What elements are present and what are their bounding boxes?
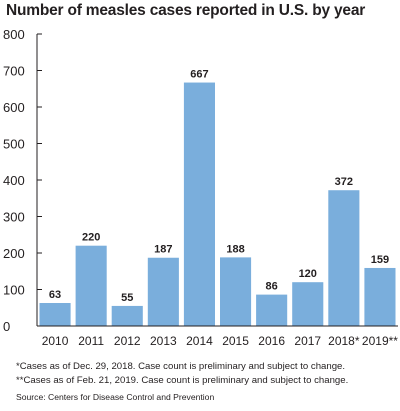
data-label-2012: 55	[121, 292, 133, 304]
x-tick-label: 2013	[150, 334, 177, 348]
x-tick-label: 2015	[222, 334, 249, 348]
y-tick-label: 0	[3, 319, 10, 334]
y-tick-label: 200	[3, 246, 25, 261]
y-tick-label: 400	[3, 173, 25, 188]
data-label-2018*: 372	[335, 176, 353, 188]
y-tick-label: 100	[3, 283, 25, 298]
bar-2019**	[364, 267, 396, 326]
bar-2016	[256, 294, 288, 326]
bar-2014	[183, 82, 215, 326]
source-credit: Source: Centers for Disease Control and …	[16, 392, 215, 402]
y-tick-label: 300	[3, 210, 25, 225]
bar-2017	[292, 282, 324, 326]
data-label-2019**: 159	[371, 254, 389, 266]
y-tick-label: 600	[3, 100, 25, 115]
footnote-2018: *Cases as of Dec. 29, 2018. Case count i…	[16, 361, 346, 372]
data-label-2015: 188	[226, 243, 244, 255]
x-tick-label: 2011	[78, 334, 104, 348]
x-tick-label: 2019**	[362, 334, 398, 348]
bar-2013	[147, 257, 179, 326]
data-label-2017: 120	[299, 268, 317, 280]
x-tick-label: 2018*	[328, 334, 360, 348]
y-tick-label: 700	[3, 64, 25, 79]
x-tick-label: 2017	[294, 334, 321, 348]
bar-chart: 0 100 200 300 400 500 600 700 800 63 220 55 187 667 1…	[3, 27, 398, 348]
y-tick-label: 800	[3, 27, 25, 42]
x-axis: 2010 2011 2012 2013 2014 2015 2016 2017 2018* 201…	[37, 325, 398, 348]
data-label-2010: 63	[49, 289, 61, 301]
data-label-2013: 187	[154, 244, 172, 256]
bar-2010	[39, 303, 71, 326]
data-label-2014: 667	[190, 69, 208, 81]
y-axis: 0 100 200 300 400 500 600 700 800	[3, 27, 42, 334]
bar-2018*	[328, 190, 360, 326]
y-tick-label: 500	[3, 137, 25, 152]
footnotes: *Cases as of Dec. 29, 2018. Case count i…	[16, 360, 348, 388]
x-tick-label: 2010	[42, 334, 69, 348]
bar-2012	[111, 305, 143, 326]
bar-2015	[220, 257, 252, 326]
x-tick-label: 2014	[186, 334, 213, 348]
bar-2011	[75, 245, 107, 326]
bars: 63 220 55 187 667 188 86 120 372 159	[39, 69, 396, 326]
data-label-2016: 86	[266, 281, 278, 293]
data-label-2011: 220	[82, 232, 100, 244]
x-tick-label: 2016	[258, 334, 285, 348]
chart-title: Number of measles cases reported in U.S.…	[6, 2, 366, 19]
x-tick-label: 2012	[114, 334, 141, 348]
footnote-2019: **Cases as of Feb. 21, 2019. Case count …	[16, 375, 349, 386]
